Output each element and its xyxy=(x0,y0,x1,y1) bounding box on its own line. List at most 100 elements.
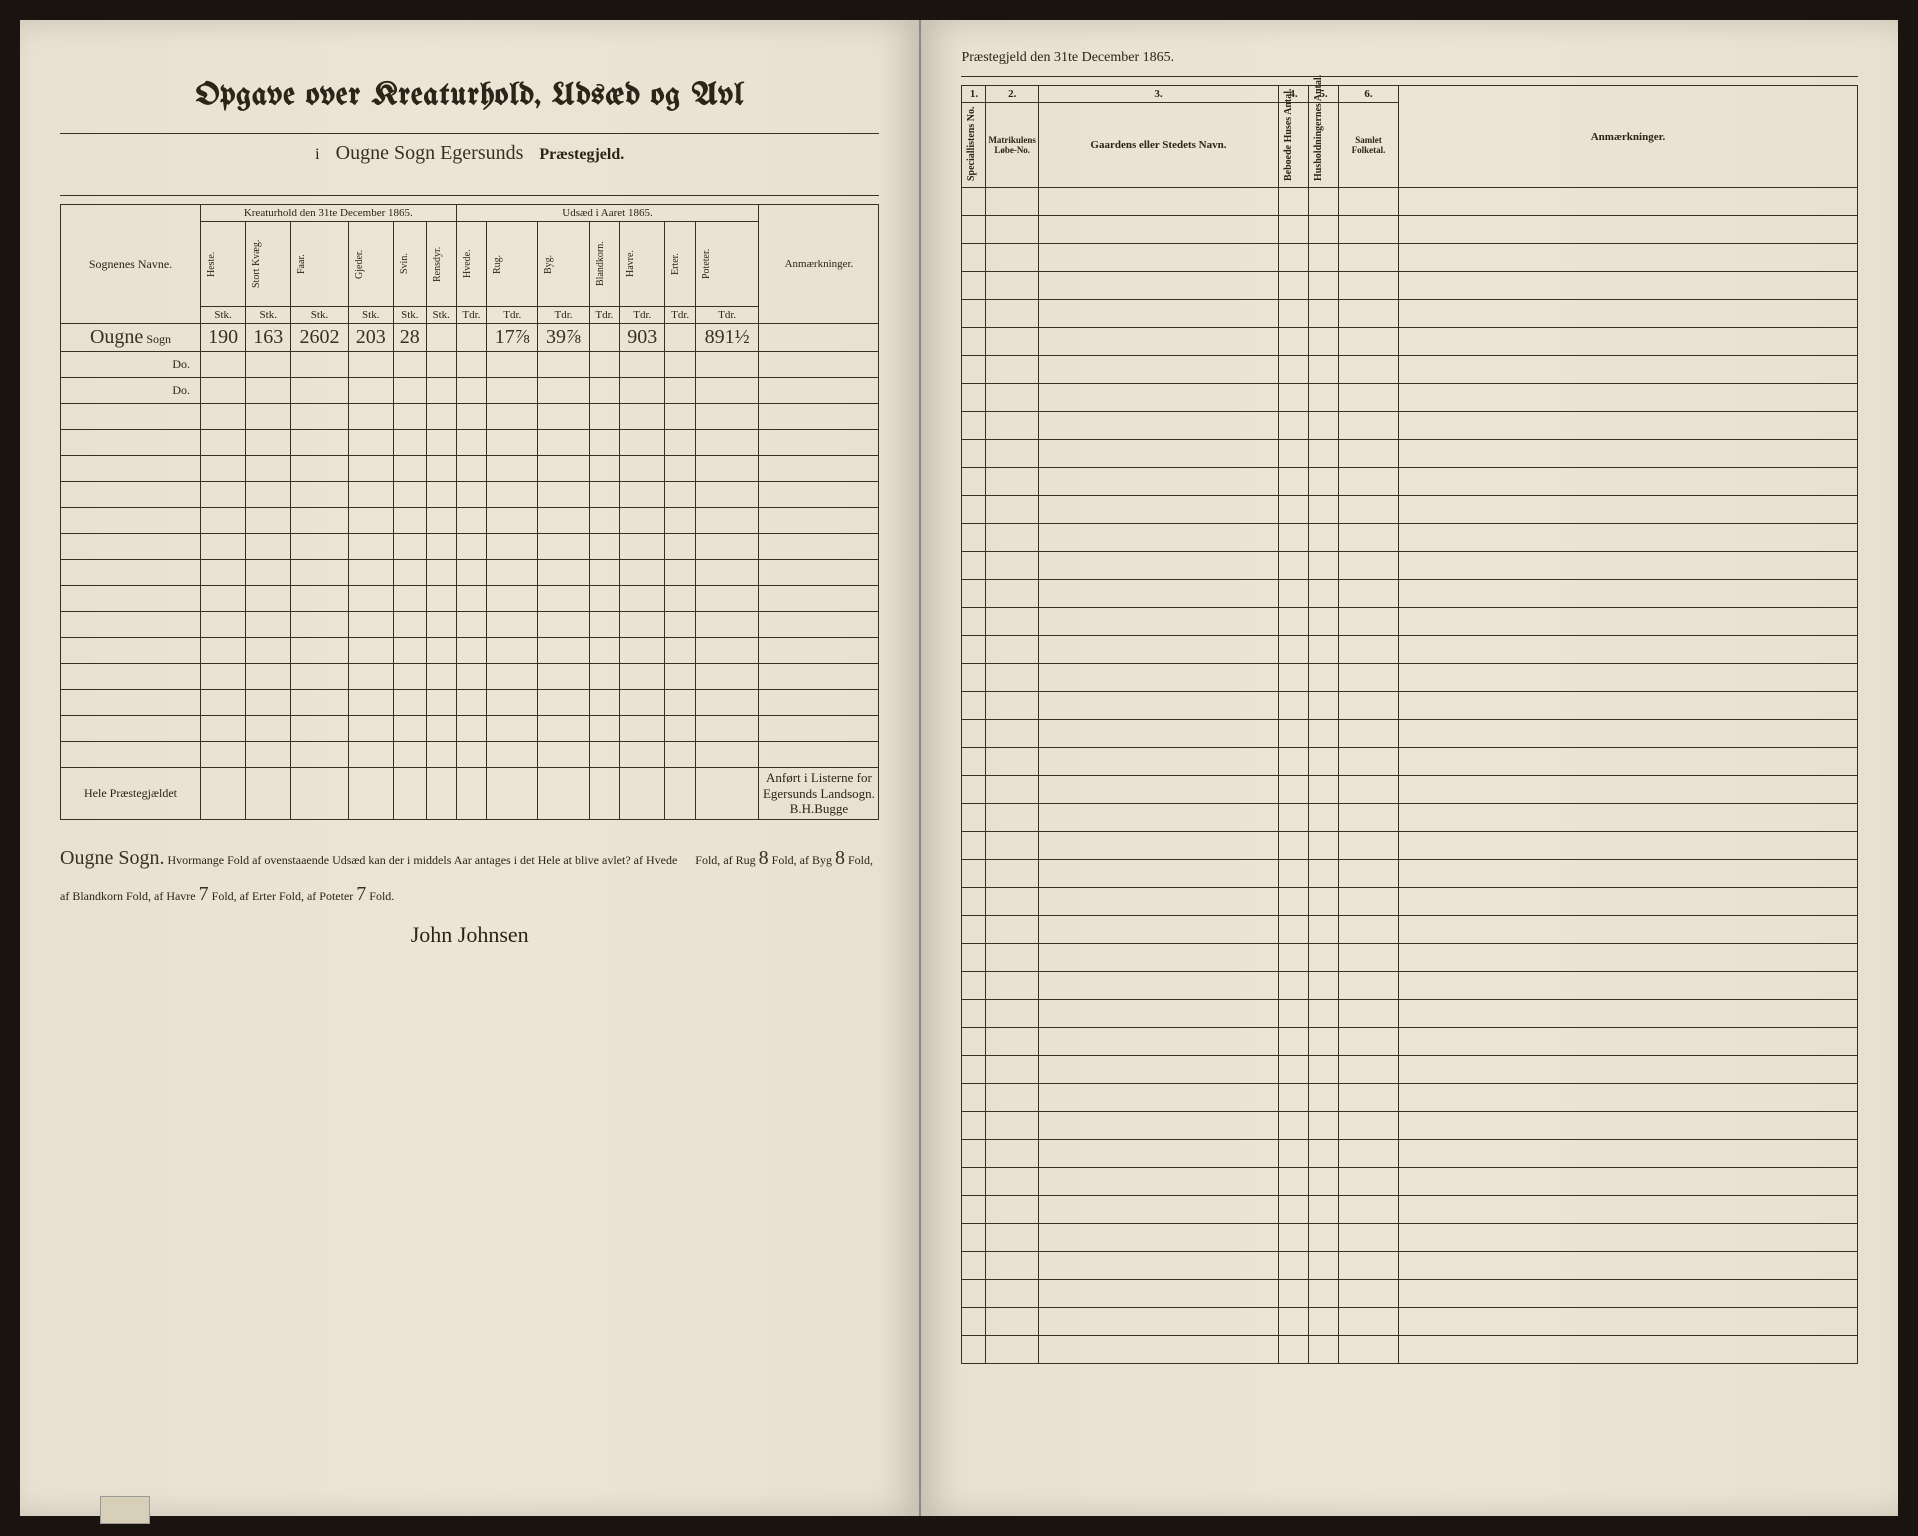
empty-row xyxy=(962,720,1858,748)
empty-row xyxy=(962,1000,1858,1028)
footer-text: Hvormange Fold af ovenstaaende Udsæd kan… xyxy=(167,853,677,867)
colnum: 1. xyxy=(962,86,986,103)
unit-cell: Tdr. xyxy=(538,307,589,324)
empty-row xyxy=(962,776,1858,804)
colnum-row: 1. 2. 3. 4. 5. 6. Anmærkninger. xyxy=(962,86,1858,103)
udsaed-header: Udsæd i Aaret 1865. xyxy=(456,205,759,222)
empty-row xyxy=(962,860,1858,888)
empty-row xyxy=(962,580,1858,608)
left-page: Opgave over Kreaturhold, Udsæd og Avl i … xyxy=(20,20,921,1516)
empty-row xyxy=(962,1336,1858,1364)
val-cell: 190 xyxy=(201,324,246,352)
empty-row xyxy=(962,244,1858,272)
col-rensdyr: Rensdyr. xyxy=(430,224,445,304)
val-cell: 17⅞ xyxy=(487,324,538,352)
val-cell xyxy=(426,324,456,352)
annotation-cell: Anført i Listerne for Egersunds Landsogn… xyxy=(759,768,879,820)
empty-row xyxy=(962,1168,1858,1196)
empty-row xyxy=(962,1308,1858,1336)
sognenames-header: Sognenes Navne. xyxy=(61,205,201,324)
col-poteter: Poteter. xyxy=(699,224,714,304)
unit-cell: Tdr. xyxy=(665,307,696,324)
col-rug: Rug. xyxy=(490,224,505,304)
empty-row xyxy=(962,1028,1858,1056)
empty-row xyxy=(962,440,1858,468)
val-cell xyxy=(456,324,487,352)
empty-row xyxy=(61,690,879,716)
empty-row xyxy=(962,1084,1858,1112)
empty-row xyxy=(962,916,1858,944)
empty-row xyxy=(61,534,879,560)
empty-row xyxy=(962,188,1858,216)
footer-pot: Fold, af Poteter xyxy=(279,889,353,903)
row-name: Ougne xyxy=(90,326,143,348)
empty-row xyxy=(61,456,879,482)
empty-row xyxy=(962,412,1858,440)
empty-row xyxy=(962,1280,1858,1308)
annotation-sig: B.H.Bugge xyxy=(790,801,849,816)
empty-row xyxy=(61,664,879,690)
unit-cell: Stk. xyxy=(426,307,456,324)
col-kvaeg: Stort Kvæg. xyxy=(249,224,264,304)
do-label: Do. xyxy=(61,378,201,404)
col3-label: Gaardens eller Stedets Navn. xyxy=(1038,103,1278,188)
page-title: Opgave over Kreaturhold, Udsæd og Avl xyxy=(60,80,879,113)
kreaturhold-header: Kreaturhold den 31te December 1865. xyxy=(201,205,457,222)
empty-row xyxy=(962,944,1858,972)
total-row: Hele Præstegjældet Anført i Listerne for… xyxy=(61,768,879,820)
empty-row xyxy=(61,508,879,534)
empty-row xyxy=(962,636,1858,664)
signature: John Johnsen xyxy=(60,922,879,948)
empty-row xyxy=(962,608,1858,636)
do-row: Do. xyxy=(61,352,879,378)
empty-row xyxy=(61,716,879,742)
right-header: Præstegjeld den 31te December 1865. xyxy=(961,50,1858,66)
subtitle: i Ougne Sogn Egersunds Præstegjeld. xyxy=(60,142,879,165)
footer-rug-v: 8 xyxy=(759,847,769,869)
unit-cell: Stk. xyxy=(393,307,426,324)
hele-label: Hele Præstegjældet xyxy=(61,768,201,820)
empty-row xyxy=(962,1056,1858,1084)
colnum: 2. xyxy=(986,86,1039,103)
empty-row xyxy=(962,524,1858,552)
val-cell xyxy=(589,324,620,352)
empty-row xyxy=(962,384,1858,412)
col-erter: Erter. xyxy=(668,224,683,304)
footer-lead: Ougne Sogn. xyxy=(60,847,164,869)
footer-havre-v: 7 xyxy=(199,883,209,905)
empty-row xyxy=(61,560,879,586)
unit-cell: Tdr. xyxy=(589,307,620,324)
footer-erter: Fold, af Erter xyxy=(212,889,276,903)
col4-label: Beboede Huses Antal. xyxy=(1281,105,1296,185)
empty-row xyxy=(962,1196,1858,1224)
empty-row xyxy=(962,328,1858,356)
col-svin: Svin. xyxy=(397,224,412,304)
unit-cell: Tdr. xyxy=(456,307,487,324)
empty-row xyxy=(962,496,1858,524)
unit-cell: Tdr. xyxy=(487,307,538,324)
footer-havre: Fold, af Havre xyxy=(126,889,196,903)
unit-cell: Stk. xyxy=(291,307,348,324)
annotation-text: Anført i Listerne for Egersunds Landsogn… xyxy=(763,770,875,801)
data-row: Ougne Sogn 190 163 2602 203 28 17⅞ 39⅞ 9… xyxy=(61,324,879,352)
empty-row xyxy=(962,692,1858,720)
empty-row xyxy=(962,1252,1858,1280)
val-cell: 203 xyxy=(348,324,393,352)
empty-row xyxy=(962,1224,1858,1252)
unit-cell: Stk. xyxy=(201,307,246,324)
val-cell: 163 xyxy=(246,324,291,352)
val-cell: 891½ xyxy=(695,324,759,352)
unit-cell: Tdr. xyxy=(695,307,759,324)
empty-row xyxy=(962,1112,1858,1140)
col-gjeder: Gjeder. xyxy=(352,224,367,304)
footer-block: Ougne Sogn. Hvormange Fold af ovenstaaen… xyxy=(60,840,879,912)
col2-label: Matrikulens Løbe-No. xyxy=(986,103,1039,188)
colnum: 3. xyxy=(1038,86,1278,103)
empty-row xyxy=(962,888,1858,916)
col-faar: Faar. xyxy=(294,224,309,304)
empty-row xyxy=(962,972,1858,1000)
page-tab xyxy=(100,1496,150,1524)
empty-row xyxy=(962,300,1858,328)
empty-row xyxy=(61,482,879,508)
empty-row xyxy=(61,586,879,612)
